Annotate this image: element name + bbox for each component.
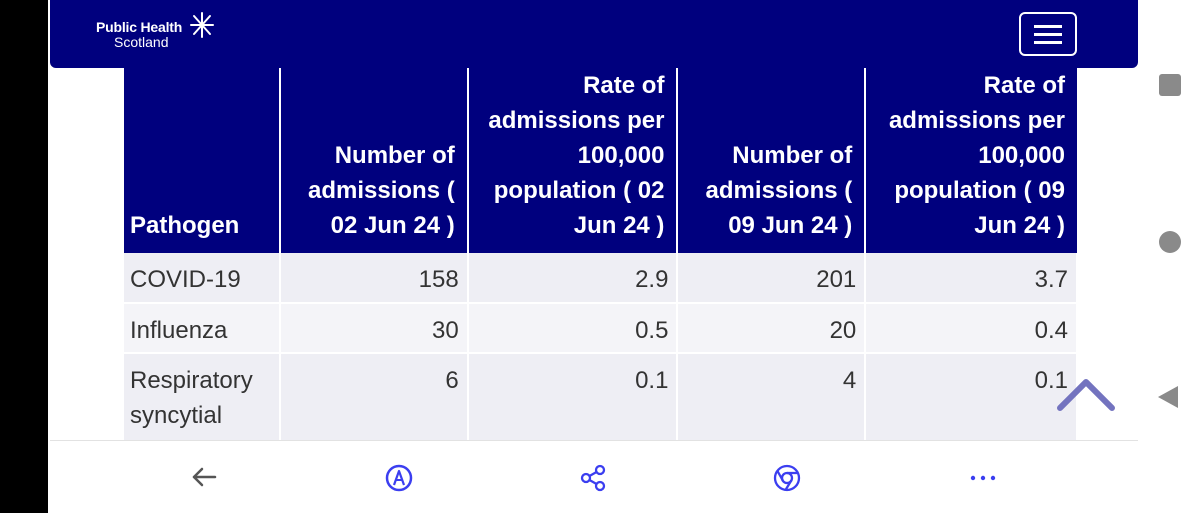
logo-text-line1: Public Health <box>96 19 183 35</box>
arrow-left-icon[interactable] <box>190 463 218 491</box>
cell-value: 3.7 <box>865 253 1078 304</box>
cell-value: 4 <box>677 353 867 440</box>
logo-text-line2: Scotland <box>114 34 169 50</box>
table-row: Influenza 30 0.5 20 0.4 <box>124 303 1078 354</box>
site-header: Public Health Scotland <box>50 0 1138 68</box>
cell-value: 0.4 <box>865 303 1078 354</box>
cell-value: 201 <box>677 253 867 304</box>
chevron-up-icon[interactable] <box>1054 374 1118 414</box>
left-system-edge <box>0 0 48 513</box>
cell-pathogen: COVID-19 <box>124 253 281 304</box>
cell-pathogen: Influenza <box>124 303 281 354</box>
share-icon[interactable] <box>578 463 608 493</box>
menu-button[interactable] <box>1019 12 1077 56</box>
cell-value: 0.1 <box>467 353 679 440</box>
chrome-icon[interactable] <box>772 463 802 493</box>
col-header-rate-02jun: Rate of admissions per 100,000 populatio… <box>467 68 679 253</box>
table-row: Respiratory syncytial virus 6 0.1 4 0.1 <box>124 353 1078 440</box>
admissions-table: Pathogen Number of admissions ( 02 Jun 2… <box>124 68 1078 440</box>
admissions-table-container[interactable]: Pathogen Number of admissions ( 02 Jun 2… <box>124 68 1078 440</box>
cell-value: 20 <box>677 303 867 354</box>
col-header-pathogen: Pathogen <box>124 68 281 253</box>
home-button[interactable] <box>1159 231 1181 253</box>
cell-value: 6 <box>279 353 469 440</box>
recents-button[interactable] <box>1159 74 1181 96</box>
more-dots-icon[interactable] <box>968 463 998 493</box>
table-row: COVID-19 158 2.9 201 3.7 <box>124 253 1078 304</box>
phs-logo[interactable]: Public Health Scotland <box>96 19 183 50</box>
col-header-admissions-09jun: Number of admissions ( 09 Jun 24 ) <box>677 68 867 253</box>
cell-value: 0.1 <box>865 353 1078 440</box>
logo-star-icon <box>190 12 214 38</box>
cell-pathogen: Respiratory syncytial virus <box>124 353 281 440</box>
cell-value: 158 <box>279 253 469 304</box>
system-back-button[interactable] <box>1158 386 1178 408</box>
cell-value: 2.9 <box>467 253 679 304</box>
col-header-rate-09jun: Rate of admissions per 100,000 populatio… <box>865 68 1077 253</box>
reader-mode-icon[interactable] <box>384 463 414 493</box>
col-header-admissions-02jun: Number of admissions ( 02 Jun 24 ) <box>279 68 469 253</box>
browser-bottom-toolbar <box>50 440 1138 514</box>
cell-value: 0.5 <box>467 303 679 354</box>
cell-value: 30 <box>279 303 469 354</box>
